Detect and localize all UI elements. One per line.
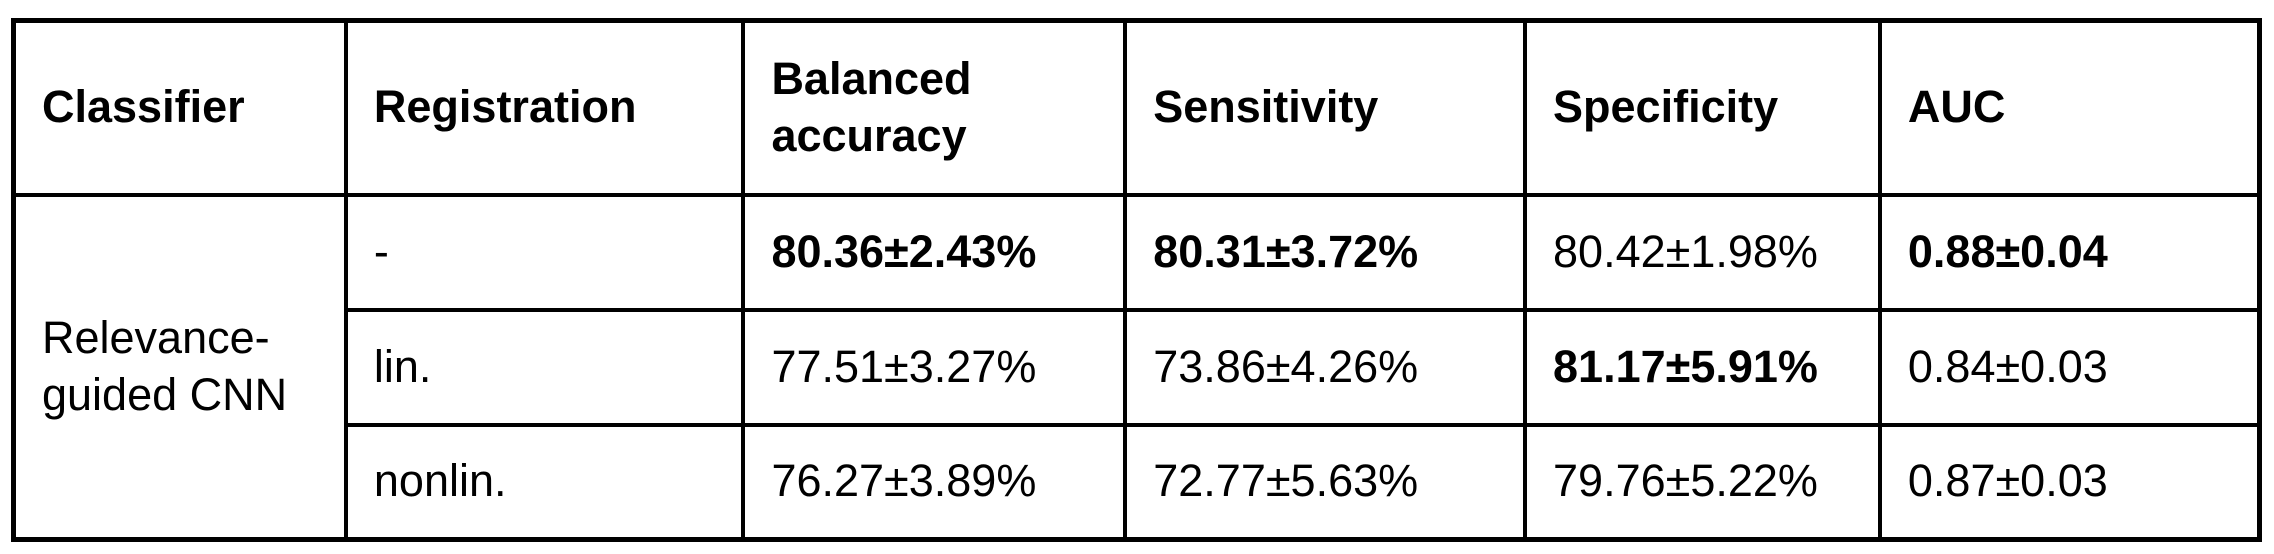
col-header-specificity: Specificity [1523, 18, 1882, 197]
balanced-accuracy-cell: 80.36±2.43% [741, 192, 1128, 312]
col-header-sensitivity: Sensitivity [1123, 18, 1528, 197]
sensitivity-cell: 80.31±3.72% [1123, 192, 1528, 312]
col-header-classifier: Classifier [11, 18, 348, 197]
specificity-cell: 81.17±5.91% [1523, 307, 1882, 427]
balanced-accuracy-cell: 77.51±3.27% [741, 307, 1128, 427]
classifier-cell: Relevance-guided CNN [11, 192, 348, 542]
auc-cell: 0.87±0.03 [1877, 422, 2262, 542]
table-row: lin. 77.51±3.27% 73.86±4.26% 81.17±5.91%… [14, 307, 2262, 427]
table-row: nonlin. 76.27±3.89% 72.77±5.63% 79.76±5.… [14, 422, 2262, 542]
col-header-auc: AUC [1877, 18, 2262, 197]
sensitivity-cell: 73.86±4.26% [1123, 307, 1528, 427]
table-row: Relevance-guided CNN - 80.36±2.43% 80.31… [11, 192, 2262, 542]
registration-cell: nonlin. [343, 422, 746, 542]
results-table: Classifier Registration Balanced accurac… [11, 18, 2262, 542]
col-header-balanced-accuracy: Balanced accuracy [741, 18, 1128, 197]
auc-cell: 0.88±0.04 [1877, 192, 2262, 312]
sensitivity-cell: 72.77±5.63% [1123, 422, 1528, 542]
specificity-cell: 80.42±1.98% [1523, 192, 1882, 312]
auc-cell: 0.84±0.03 [1877, 307, 2262, 427]
registration-cell: lin. [343, 307, 746, 427]
registration-cell: - [343, 192, 746, 312]
balanced-accuracy-cell: 76.27±3.89% [741, 422, 1128, 542]
header-row: Classifier Registration Balanced accurac… [11, 18, 2262, 197]
specificity-cell: 79.76±5.22% [1523, 422, 1882, 542]
col-header-registration: Registration [343, 18, 746, 197]
